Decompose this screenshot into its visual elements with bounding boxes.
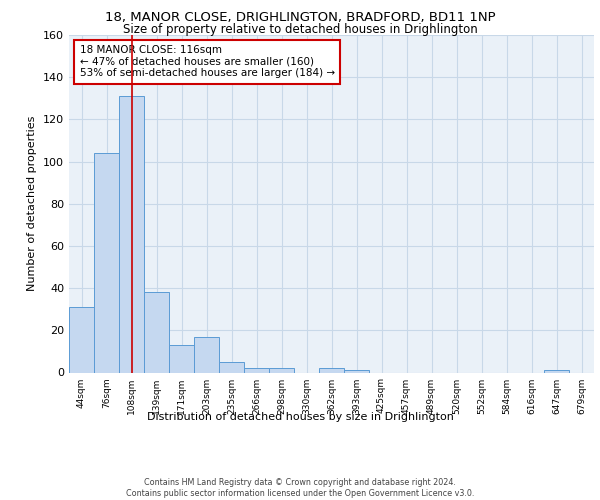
Bar — [119, 96, 144, 372]
Bar — [269, 368, 294, 372]
Text: Size of property relative to detached houses in Drighlington: Size of property relative to detached ho… — [122, 22, 478, 36]
Text: 18, MANOR CLOSE, DRIGHLINGTON, BRADFORD, BD11 1NP: 18, MANOR CLOSE, DRIGHLINGTON, BRADFORD,… — [104, 11, 496, 24]
Bar — [244, 368, 269, 372]
Text: Contains HM Land Registry data © Crown copyright and database right 2024.
Contai: Contains HM Land Registry data © Crown c… — [126, 478, 474, 498]
Bar — [169, 345, 194, 372]
Bar — [144, 292, 169, 372]
Bar — [94, 153, 119, 372]
Bar — [69, 307, 94, 372]
Text: 18 MANOR CLOSE: 116sqm
← 47% of detached houses are smaller (160)
53% of semi-de: 18 MANOR CLOSE: 116sqm ← 47% of detached… — [79, 45, 335, 78]
Bar — [544, 370, 569, 372]
Bar — [219, 362, 244, 372]
Bar — [194, 336, 219, 372]
Y-axis label: Number of detached properties: Number of detached properties — [28, 116, 37, 292]
Bar — [344, 370, 369, 372]
Text: Distribution of detached houses by size in Drighlington: Distribution of detached houses by size … — [146, 412, 454, 422]
Bar — [319, 368, 344, 372]
